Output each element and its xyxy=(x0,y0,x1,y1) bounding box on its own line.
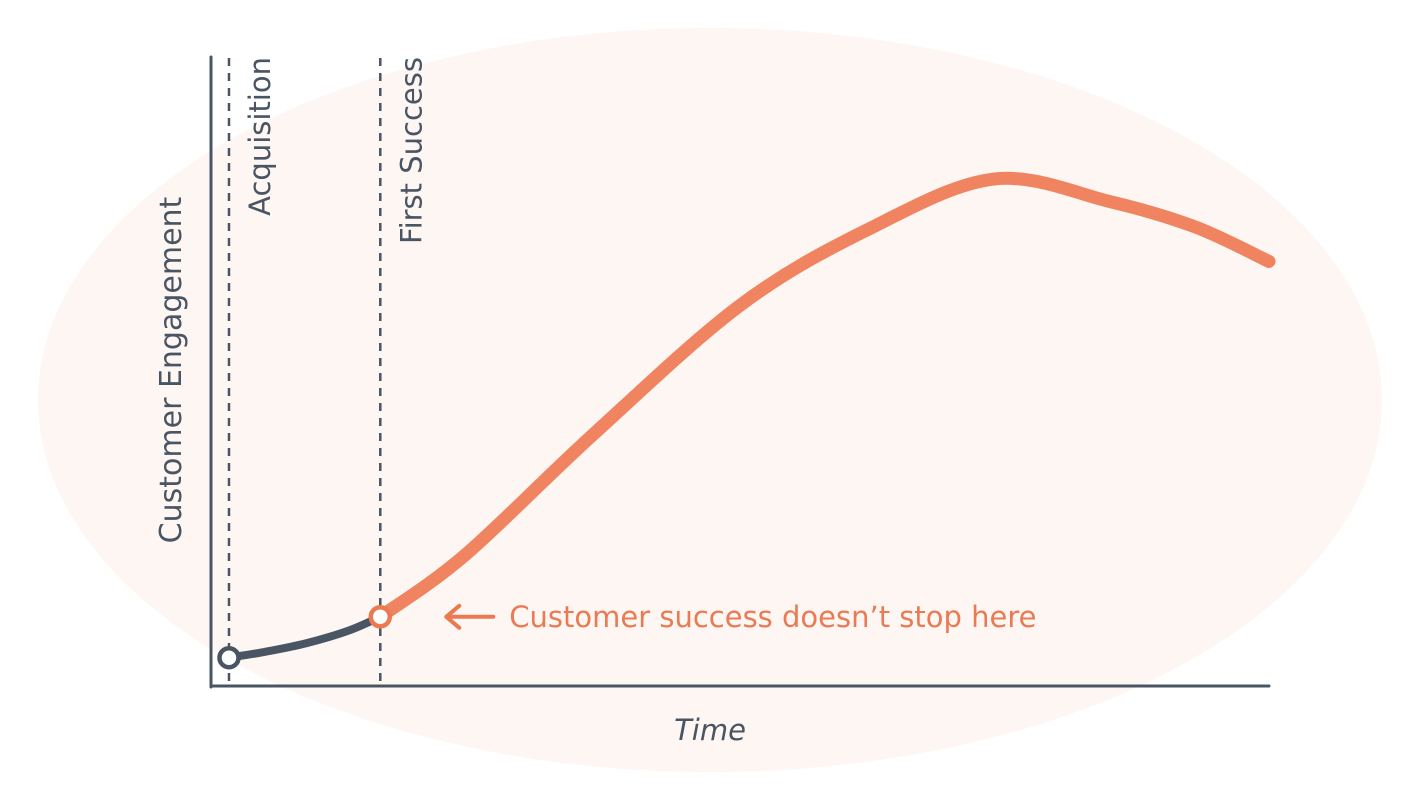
annotation: Customer success doesn’t stop here xyxy=(444,600,1037,634)
series-layer xyxy=(224,171,1276,662)
background-blob xyxy=(38,28,1382,772)
series-line-after-first-success xyxy=(373,171,1276,624)
x-axis-label: Time xyxy=(674,713,746,747)
milestone-label-2: First Success xyxy=(394,57,428,244)
y-axis-label: Customer Engagement xyxy=(154,196,189,543)
annotation-arrow-icon xyxy=(444,603,496,630)
marker-2 xyxy=(368,605,393,629)
series-line-before-first-success xyxy=(224,612,385,662)
marker-1 xyxy=(217,645,241,670)
markers xyxy=(217,605,393,670)
milestone-lines: Acquisition First Success xyxy=(227,57,428,686)
milestone-label-1: Acquisition xyxy=(243,57,277,216)
annotation-text: Customer success doesn’t stop here xyxy=(509,600,1036,634)
